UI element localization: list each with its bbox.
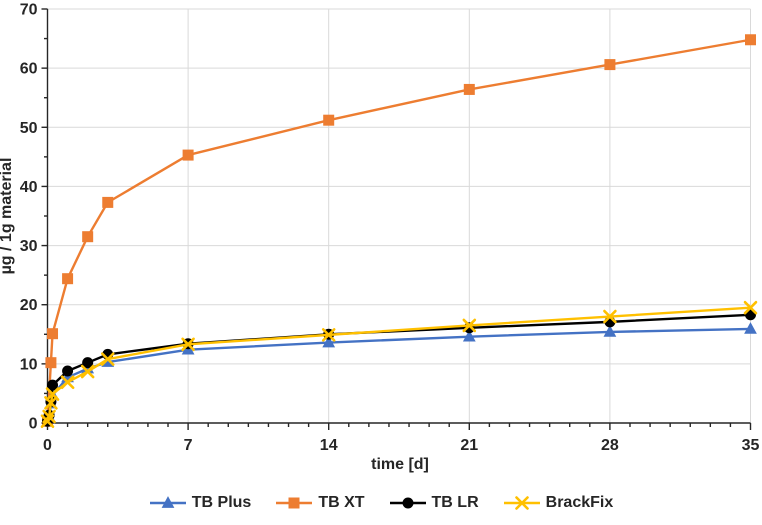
series-line: [46, 306, 752, 423]
series-tb-plus: [41, 322, 757, 427]
y-tick-label: 0: [29, 416, 38, 433]
legend-label: TB Plus: [191, 494, 252, 511]
circle-marker: [82, 357, 94, 369]
square-marker: [463, 83, 475, 95]
square-marker: [45, 357, 57, 369]
square-marker: [604, 59, 616, 71]
legend-label: TB XT: [318, 494, 365, 511]
triangle-marker: [462, 329, 476, 342]
triangle-marker: [603, 325, 617, 337]
x-marker: [743, 300, 758, 315]
series-line: [46, 327, 752, 424]
y-tick-label: 10: [20, 356, 38, 373]
legend-item-brackfix: BrackFix: [503, 494, 614, 512]
y-tick-label: 70: [20, 2, 38, 19]
x-tick-label: 0: [43, 437, 52, 454]
triangle-marker: [161, 496, 175, 508]
x-marker: [321, 328, 336, 342]
x-marker: [514, 496, 529, 510]
x-marker: [100, 352, 115, 366]
y-tick-label: 40: [20, 179, 38, 196]
legend-item-tb-xt: TB XT: [275, 494, 365, 512]
y-tick-label: 50: [20, 120, 38, 137]
square-marker: [82, 231, 94, 243]
x-marker: [603, 309, 617, 324]
x-tick-label: 35: [742, 437, 760, 454]
y-tick-label: 60: [20, 61, 38, 78]
legend-item-tb-plus: TB Plus: [149, 494, 252, 512]
y-tick-label: 20: [20, 297, 38, 314]
x-tick-label: 7: [184, 437, 193, 454]
x-marker: [45, 387, 60, 401]
square-legend-swatch-icon: [276, 497, 313, 509]
x-marker: [80, 364, 95, 379]
circle-marker: [402, 497, 414, 509]
square-marker: [745, 34, 756, 46]
triangle-marker: [744, 322, 757, 334]
series-tb-xt: [42, 34, 756, 427]
legend-item-tb-lr: TB LR: [389, 494, 479, 512]
x-tick-label: 14: [320, 437, 338, 454]
legend-label: BrackFix: [545, 494, 614, 511]
y-tick-label: 30: [20, 238, 38, 255]
circle-marker: [47, 379, 59, 391]
square-marker: [47, 328, 59, 340]
square-marker: [288, 497, 300, 509]
square-marker: [102, 196, 114, 208]
x-marker: [42, 409, 56, 424]
x-marker: [181, 337, 195, 352]
x-legend-swatch-icon: [503, 496, 540, 510]
x-tick-label: 21: [460, 437, 478, 454]
x-marker: [60, 375, 75, 389]
chart-legend: TB Plus TB XT TB LR BrackFix: [0, 494, 762, 512]
circle-legend-swatch-icon: [389, 497, 426, 509]
triangle-marker: [322, 335, 336, 348]
square-marker: [182, 149, 194, 161]
x-axis-title: time [d]: [371, 456, 429, 473]
square-marker: [323, 114, 335, 126]
series-brackfix: [40, 300, 758, 429]
x-tick-label: 28: [601, 437, 619, 454]
square-marker: [62, 273, 74, 285]
circle-marker: [62, 365, 74, 377]
series-tb-lr: [42, 309, 756, 427]
y-axis-title-text: µg / 1g material: [0, 157, 15, 275]
triangle-legend-swatch-icon: [149, 496, 186, 508]
legend-label: TB LR: [431, 494, 479, 511]
x-marker: [462, 318, 477, 333]
